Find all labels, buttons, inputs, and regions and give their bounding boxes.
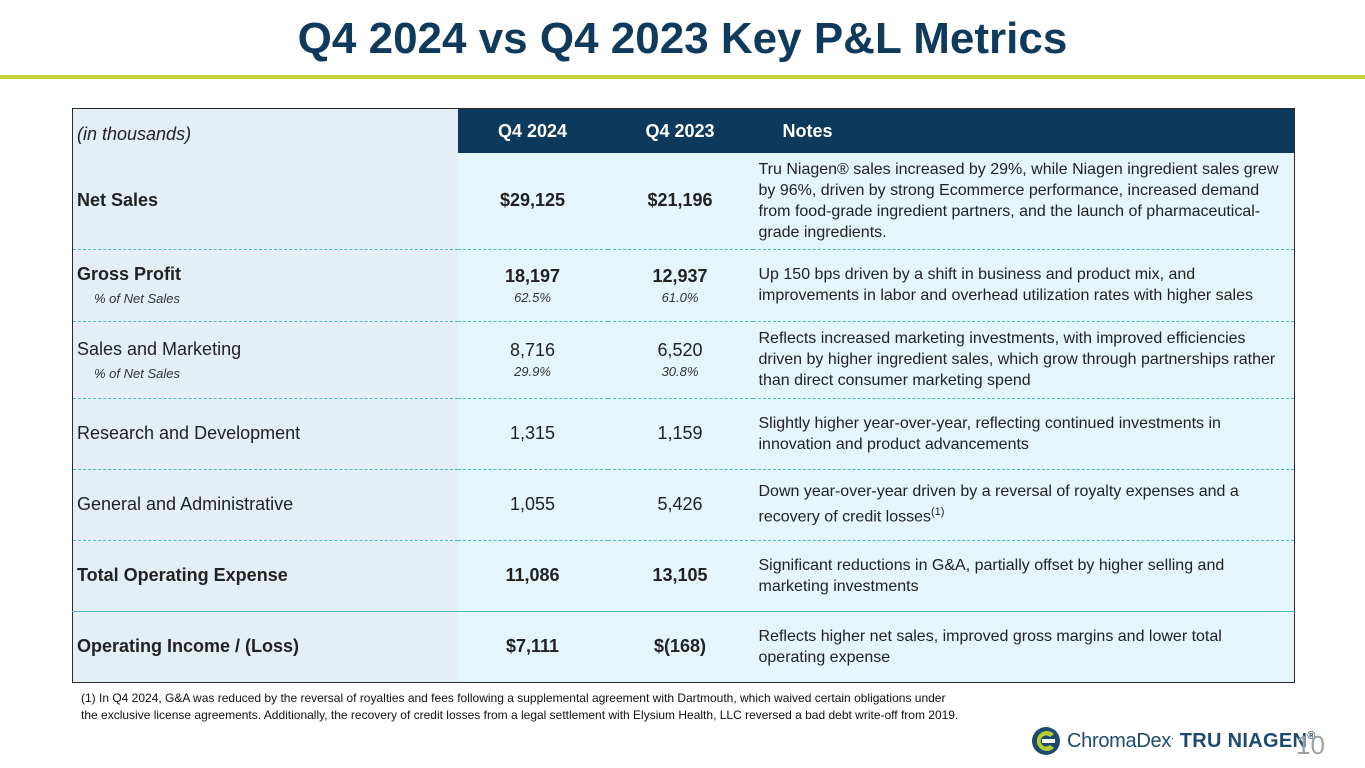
pct-q4-2024: 29.9% (514, 364, 551, 379)
row-label: Net Sales (72, 153, 458, 249)
value-q4-2024: 11,086 (457, 539, 608, 611)
value-cell-q4-2023: 6,520 30.8% (607, 320, 753, 398)
value-q4-2024: 18,197 (504, 265, 561, 286)
row-label-cell: Sales and Marketing % of Net Sales (72, 320, 458, 398)
footnote: (1) In Q4 2024, G&A was reduced by the r… (81, 690, 958, 724)
row-label: Total Operating Expense (72, 539, 458, 611)
table-row-operating-income: Operating Income / (Loss) $7,111 $(168) … (72, 610, 1295, 682)
row-note: Slightly higher year-over-year, reflecti… (752, 397, 1295, 469)
row-label: Gross Profit (77, 264, 182, 284)
tru-niagen-registered: ® (1307, 729, 1316, 742)
pct-q4-2023: 61.0% (661, 289, 699, 305)
value-q4-2023: 6,520 (657, 340, 703, 360)
footnote-line-1: (1) In Q4 2024, G&A was reduced by the r… (81, 691, 946, 705)
chromadex-mark-icon (1032, 727, 1060, 755)
row-sublabel: % of Net Sales (94, 365, 180, 381)
value-cell-q4-2024: 18,197 62.5% (457, 248, 608, 321)
row-note: Up 150 bps driven by a shift in business… (752, 248, 1295, 321)
col-header-notes: Notes (752, 108, 1295, 153)
row-note: Reflects increased marketing investments… (752, 320, 1295, 398)
value-q4-2023: $(168) (607, 610, 753, 682)
page-title: Q4 2024 vs Q4 2023 Key P&L Metrics (297, 14, 1068, 63)
col-header-q4-2024: Q4 2024 (457, 108, 608, 153)
value-q4-2023: 1,159 (607, 397, 753, 469)
row-label: Sales and Marketing (77, 338, 242, 359)
row-note: Significant reductions in G&A, partially… (752, 539, 1295, 611)
company-logo: ChromaDex. TRU NIAGEN® (1031, 725, 1316, 757)
value-cell-q4-2023: 12,937 61.0% (607, 248, 753, 321)
chromadex-text: ChromaDex (1067, 729, 1171, 752)
value-q4-2023: $21,196 (607, 153, 753, 249)
value-q4-2023: 13,105 (607, 539, 753, 611)
page-number: 10 (1296, 730, 1325, 760)
value-q4-2024: 1,315 (457, 397, 608, 469)
value-cell-q4-2024: 8,716 29.9% (457, 320, 608, 398)
row-note: Tru Niagen® sales increased by 29%, whil… (752, 153, 1295, 249)
tru-niagen-wordmark: TRU NIAGEN® (1180, 730, 1316, 753)
value-q4-2023: 12,937 (652, 265, 708, 286)
footnote-ref: (1) (931, 506, 945, 519)
value-q4-2024: $7,111 (457, 610, 608, 682)
pct-q4-2023: 30.8% (661, 364, 699, 379)
table-row-net-sales: Net Sales $29,125 $21,196 Tru Niagen® sa… (72, 153, 1295, 249)
table-header-row: (in thousands) Q4 2024 Q4 2023 Notes (72, 108, 1295, 153)
chromadex-dot: . (1171, 729, 1174, 742)
table-row-general-administrative: General and Administrative 1,055 5,426 D… (72, 468, 1295, 540)
pct-q4-2024: 62.5% (514, 289, 551, 305)
row-label: Research and Development (72, 397, 458, 469)
pl-metrics-table: (in thousands) Q4 2024 Q4 2023 Notes Net… (72, 108, 1295, 683)
table-row-research-development: Research and Development 1,315 1,159 Sli… (72, 397, 1295, 469)
footnote-line-2: the exclusive license agreements. Additi… (81, 708, 959, 722)
row-label: Operating Income / (Loss) (72, 610, 458, 682)
title-underline (0, 75, 1365, 79)
value-q4-2023: 5,426 (607, 468, 753, 540)
row-label: General and Administrative (72, 468, 458, 540)
chromadex-wordmark: ChromaDex. (1067, 730, 1174, 753)
table-row-gross-profit: Gross Profit % of Net Sales 18,197 62.5%… (72, 248, 1295, 321)
row-sublabel: % of Net Sales (94, 291, 180, 306)
tru-niagen-text: TRU NIAGEN (1179, 729, 1308, 752)
table-row-total-operating-expense: Total Operating Expense 11,086 13,105 Si… (72, 539, 1295, 611)
value-q4-2024: 8,716 (509, 340, 556, 360)
table-row-sales-marketing: Sales and Marketing % of Net Sales 8,716… (72, 320, 1295, 398)
row-label-cell: Gross Profit % of Net Sales (72, 248, 458, 321)
row-note: Reflects higher net sales, improved gros… (752, 610, 1295, 682)
unit-label: (in thousands) (72, 108, 458, 153)
row-note-cell: Down year-over-year driven by a reversal… (752, 468, 1295, 540)
row-note: Down year-over-year driven by a reversal… (758, 483, 1239, 526)
value-q4-2024: $29,125 (457, 153, 608, 249)
value-q4-2024: 1,055 (457, 468, 608, 540)
col-header-q4-2023: Q4 2023 (607, 108, 753, 153)
